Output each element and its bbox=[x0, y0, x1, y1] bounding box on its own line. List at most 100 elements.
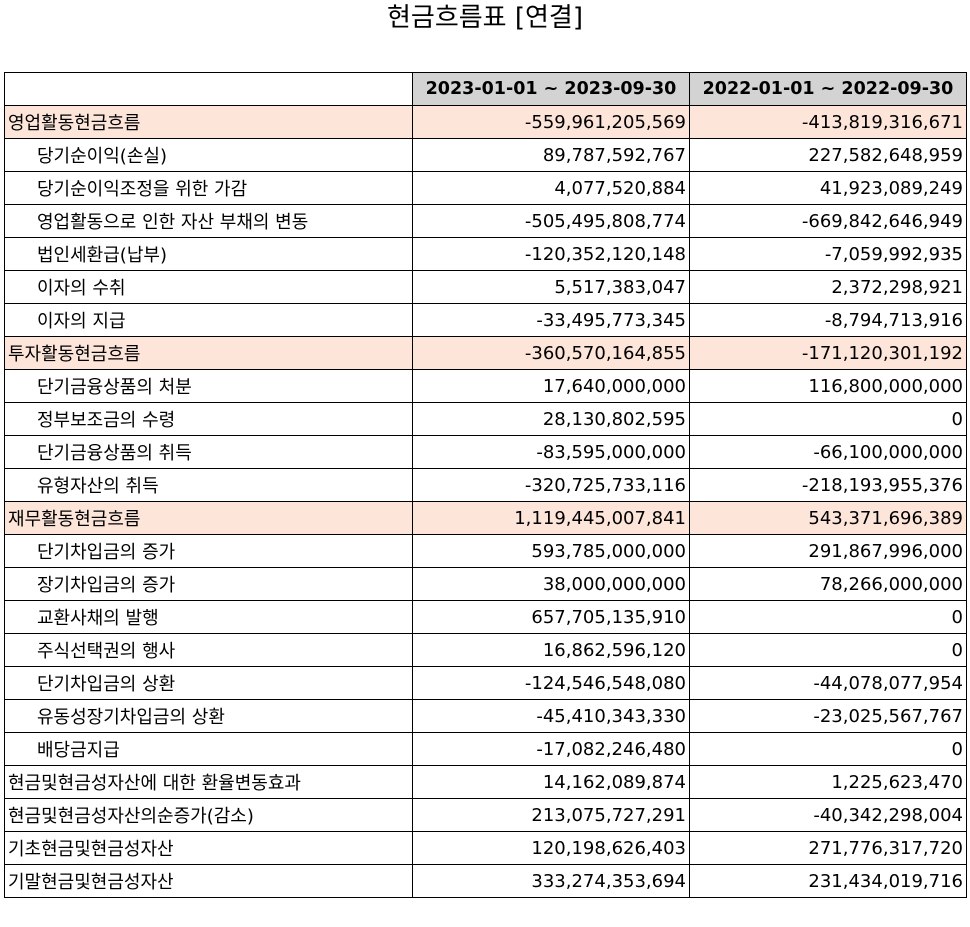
row-label: 현금및현금성자산에 대한 환율변동효과 bbox=[4, 765, 413, 799]
row-label: 장기차입금의 증가 bbox=[4, 567, 413, 601]
value-previous: 116,800,000,000 bbox=[689, 369, 967, 403]
table-row: 단기차입금의 증가 593,785,000,000 291,867,996,000 bbox=[4, 534, 967, 568]
value-previous: 0 bbox=[689, 402, 967, 436]
row-label: 당기순이익조정을 위한 가감 bbox=[4, 171, 413, 205]
value-current: 333,274,353,694 bbox=[412, 864, 690, 898]
table-row: 단기금융상품의 취득 -83,595,000,000 -66,100,000,000 bbox=[4, 435, 967, 469]
value-current: 593,785,000,000 bbox=[412, 534, 690, 568]
value-previous: -218,193,955,376 bbox=[689, 468, 967, 502]
table-row: 정부보조금의 수령 28,130,802,595 0 bbox=[4, 402, 967, 436]
value-current: 89,787,592,767 bbox=[412, 138, 690, 172]
value-current: 38,000,000,000 bbox=[412, 567, 690, 601]
row-label: 이자의 수취 bbox=[4, 270, 413, 304]
value-current: 28,130,802,595 bbox=[412, 402, 690, 436]
table-header-row: 2023-01-01 ~ 2023-09-30 2022-01-01 ~ 202… bbox=[4, 72, 967, 106]
row-label: 배당금지급 bbox=[4, 732, 413, 766]
value-previous: 271,776,317,720 bbox=[689, 831, 967, 865]
value-current: 657,705,135,910 bbox=[412, 600, 690, 634]
table-row: 법인세환급(납부) -120,352,120,148 -7,059,992,935 bbox=[4, 237, 967, 271]
value-previous: -413,819,316,671 bbox=[689, 105, 967, 139]
table-row: 장기차입금의 증가 38,000,000,000 78,266,000,000 bbox=[4, 567, 967, 601]
table-row: 유형자산의 취득 -320,725,733,116 -218,193,955,376 bbox=[4, 468, 967, 502]
value-previous: -669,842,646,949 bbox=[689, 204, 967, 238]
value-previous: 227,582,648,959 bbox=[689, 138, 967, 172]
section-row: 영업활동현금흐름 -559,961,205,569 -413,819,316,671 bbox=[4, 105, 967, 139]
value-current: 120,198,626,403 bbox=[412, 831, 690, 865]
row-label: 이자의 지급 bbox=[4, 303, 413, 337]
value-previous: -44,078,077,954 bbox=[689, 666, 967, 700]
value-current: -33,495,773,345 bbox=[412, 303, 690, 337]
table-row: 유동성장기차입금의 상환 -45,410,343,330 -23,025,567,7… bbox=[4, 699, 967, 733]
value-current: -45,410,343,330 bbox=[412, 699, 690, 733]
value-current: -83,595,000,000 bbox=[412, 435, 690, 469]
table-row: 당기순이익(손실) 89,787,592,767 227,582,648,959 bbox=[4, 138, 967, 172]
table-row: 배당금지급 -17,082,246,480 0 bbox=[4, 732, 967, 766]
value-current: 5,517,383,047 bbox=[412, 270, 690, 304]
value-current: 4,077,520,884 bbox=[412, 171, 690, 205]
table-row: 교환사채의 발행 657,705,135,910 0 bbox=[4, 600, 967, 634]
value-current: 1,119,445,007,841 bbox=[412, 501, 690, 535]
value-current: 17,640,000,000 bbox=[412, 369, 690, 403]
row-label: 주식선택권의 행사 bbox=[4, 633, 413, 667]
row-label: 법인세환급(납부) bbox=[4, 237, 413, 271]
value-previous: 231,434,019,716 bbox=[689, 864, 967, 898]
value-previous: 1,225,623,470 bbox=[689, 765, 967, 799]
total-row: 기초현금및현금성자산 120,198,626,403 271,776,317,720 bbox=[4, 831, 967, 865]
total-row: 기말현금및현금성자산 333,274,353,694 231,434,019,716 bbox=[4, 864, 967, 898]
value-previous: 0 bbox=[689, 633, 967, 667]
value-previous: -23,025,567,767 bbox=[689, 699, 967, 733]
total-row: 현금및현금성자산의순증가(감소) 213,075,727,291 -40,342,2… bbox=[4, 798, 967, 832]
value-previous: -8,794,713,916 bbox=[689, 303, 967, 337]
value-current: -120,352,120,148 bbox=[412, 237, 690, 271]
value-previous: -66,100,000,000 bbox=[689, 435, 967, 469]
value-current: -17,082,246,480 bbox=[412, 732, 690, 766]
value-previous: 0 bbox=[689, 600, 967, 634]
value-current: 16,862,596,120 bbox=[412, 633, 690, 667]
value-previous: -40,342,298,004 bbox=[689, 798, 967, 832]
value-current: -360,570,164,855 bbox=[412, 336, 690, 370]
table-row: 주식선택권의 행사 16,862,596,120 0 bbox=[4, 633, 967, 667]
row-label: 단기금융상품의 취득 bbox=[4, 435, 413, 469]
table-body: 영업활동현금흐름 -559,961,205,569 -413,819,316,671… bbox=[4, 105, 967, 898]
row-label: 정부보조금의 수령 bbox=[4, 402, 413, 436]
value-previous: -7,059,992,935 bbox=[689, 237, 967, 271]
row-label: 교환사채의 발행 bbox=[4, 600, 413, 634]
page-title: 현금흐름표 [연결] bbox=[387, 3, 583, 33]
row-label: 단기차입금의 상환 bbox=[4, 666, 413, 700]
row-label: 유동성장기차입금의 상환 bbox=[4, 699, 413, 733]
row-label: 영업활동으로 인한 자산 부채의 변동 bbox=[4, 204, 413, 238]
row-label: 영업활동현금흐름 bbox=[4, 105, 413, 139]
table-row: 당기순이익조정을 위한 가감 4,077,520,884 41,923,089,24… bbox=[4, 171, 967, 205]
value-current: -124,546,548,080 bbox=[412, 666, 690, 700]
header-period-previous: 2022-01-01 ~ 2022-09-30 bbox=[689, 72, 967, 106]
row-label: 유형자산의 취득 bbox=[4, 468, 413, 502]
table-row: 단기금융상품의 처분 17,640,000,000 116,800,000,000 bbox=[4, 369, 967, 403]
value-current: 213,075,727,291 bbox=[412, 798, 690, 832]
row-label: 단기차입금의 증가 bbox=[4, 534, 413, 568]
header-period-current: 2023-01-01 ~ 2023-09-30 bbox=[412, 72, 690, 106]
value-current: -505,495,808,774 bbox=[412, 204, 690, 238]
value-previous: 0 bbox=[689, 732, 967, 766]
value-previous: -171,120,301,192 bbox=[689, 336, 967, 370]
value-current: 14,162,089,874 bbox=[412, 765, 690, 799]
section-row: 투자활동현금흐름 -360,570,164,855 -171,120,301,192 bbox=[4, 336, 967, 370]
row-label: 기말현금및현금성자산 bbox=[4, 864, 413, 898]
value-current: -320,725,733,116 bbox=[412, 468, 690, 502]
table-row: 이자의 지급 -33,495,773,345 -8,794,713,916 bbox=[4, 303, 967, 337]
section-row: 재무활동현금흐름 1,119,445,007,841 543,371,696,389 bbox=[4, 501, 967, 535]
row-label: 당기순이익(손실) bbox=[4, 138, 413, 172]
row-label: 재무활동현금흐름 bbox=[4, 501, 413, 535]
cash-flow-table: 2023-01-01 ~ 2023-09-30 2022-01-01 ~ 202… bbox=[4, 72, 967, 898]
table-row: 영업활동으로 인한 자산 부채의 변동 -505,495,808,774 -669,… bbox=[4, 204, 967, 238]
row-label: 단기금융상품의 처분 bbox=[4, 369, 413, 403]
value-previous: 78,266,000,000 bbox=[689, 567, 967, 601]
row-label: 기초현금및현금성자산 bbox=[4, 831, 413, 865]
total-row: 현금및현금성자산에 대한 환율변동효과 14,162,089,874 1,225,6… bbox=[4, 765, 967, 799]
row-label: 투자활동현금흐름 bbox=[4, 336, 413, 370]
header-label-cell bbox=[4, 72, 413, 106]
row-label: 현금및현금성자산의순증가(감소) bbox=[4, 798, 413, 832]
table-row: 이자의 수취 5,517,383,047 2,372,298,921 bbox=[4, 270, 967, 304]
table-row: 단기차입금의 상환 -124,546,548,080 -44,078,077,954 bbox=[4, 666, 967, 700]
value-previous: 543,371,696,389 bbox=[689, 501, 967, 535]
value-previous: 2,372,298,921 bbox=[689, 270, 967, 304]
